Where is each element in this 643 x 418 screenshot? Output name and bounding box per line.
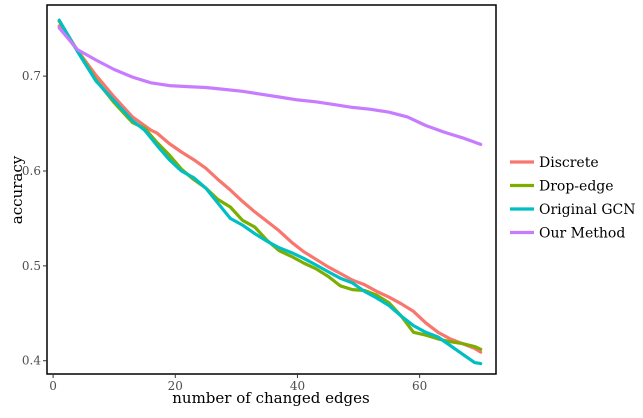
y-tick-label: 0.5	[22, 259, 41, 273]
legend-label-original-gcn: Original GCN	[539, 202, 636, 218]
y-tick-label: 0.6	[22, 164, 41, 178]
y-tick-label: 0.7	[22, 69, 41, 83]
y-tick-label: 0.4	[22, 354, 41, 368]
x-axis: 0 20 40 60	[49, 374, 427, 393]
x-tick-label: 40	[290, 379, 305, 393]
x-tick-label: 0	[49, 379, 57, 393]
y-axis-title: accuracy	[8, 155, 26, 224]
x-axis-title: number of changed edges	[172, 389, 369, 407]
series-layer	[57, 18, 483, 366]
legend-label-our-method: Our Method	[539, 226, 625, 242]
plot-panel	[46, 4, 497, 375]
series-line-original-gcn	[57, 18, 483, 366]
x-tick-label: 20	[168, 379, 183, 393]
series-line-discrete	[57, 24, 483, 354]
series-line-our-method	[57, 26, 483, 146]
y-axis: 0.4 0.5 0.6 0.7	[22, 69, 47, 368]
legend-label-drop-edge: Drop-edge	[539, 179, 614, 195]
legend-label-discrete: Discrete	[539, 155, 599, 171]
x-tick-label: 60	[412, 379, 427, 393]
legend: Discrete Drop-edge Original GCN Our Method	[510, 155, 636, 242]
